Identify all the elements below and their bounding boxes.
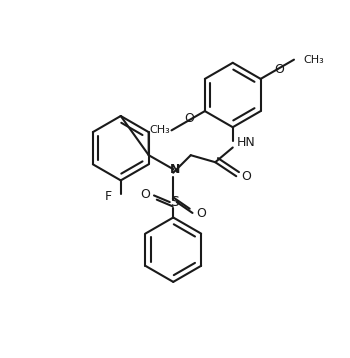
Text: HN: HN: [237, 136, 256, 149]
Text: O: O: [197, 207, 206, 220]
Text: F: F: [105, 190, 112, 203]
Text: S: S: [170, 195, 179, 209]
Text: CH₃: CH₃: [149, 125, 170, 135]
Text: O: O: [241, 170, 251, 183]
Text: O: O: [140, 188, 150, 201]
Text: N: N: [170, 163, 180, 176]
Text: CH₃: CH₃: [304, 55, 324, 65]
Text: O: O: [184, 112, 194, 125]
Text: O: O: [274, 63, 284, 76]
